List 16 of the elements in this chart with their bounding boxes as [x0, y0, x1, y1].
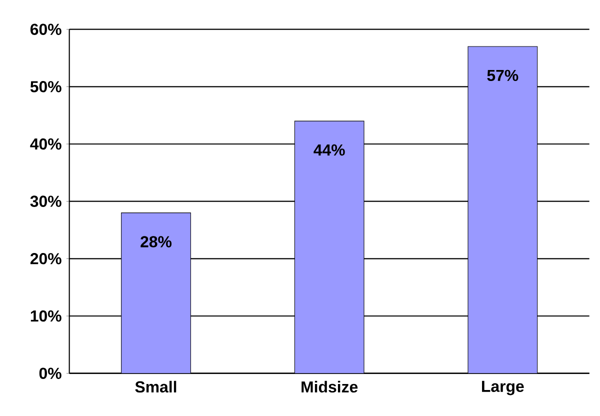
- y-tick-label: 20%: [30, 253, 62, 264]
- data-label: 57%: [487, 70, 518, 82]
- bar: [121, 212, 191, 374]
- bar: [294, 120, 364, 374]
- y-tick-label: 10%: [30, 310, 62, 322]
- x-tick-label: Midsize: [302, 380, 358, 393]
- y-tick-label: 40%: [30, 138, 62, 150]
- data-label: 28%: [140, 236, 172, 248]
- x-tick-label: Large: [482, 380, 524, 396]
- y-tick-label: 0%: [39, 368, 62, 379]
- y-tick-label: 30%: [30, 196, 62, 207]
- bar: [468, 46, 538, 374]
- y-tick-label: 60%: [30, 24, 62, 35]
- x-tick-label: Small: [135, 380, 176, 393]
- y-tick-label: 50%: [30, 81, 62, 92]
- data-label: 44%: [314, 144, 345, 156]
